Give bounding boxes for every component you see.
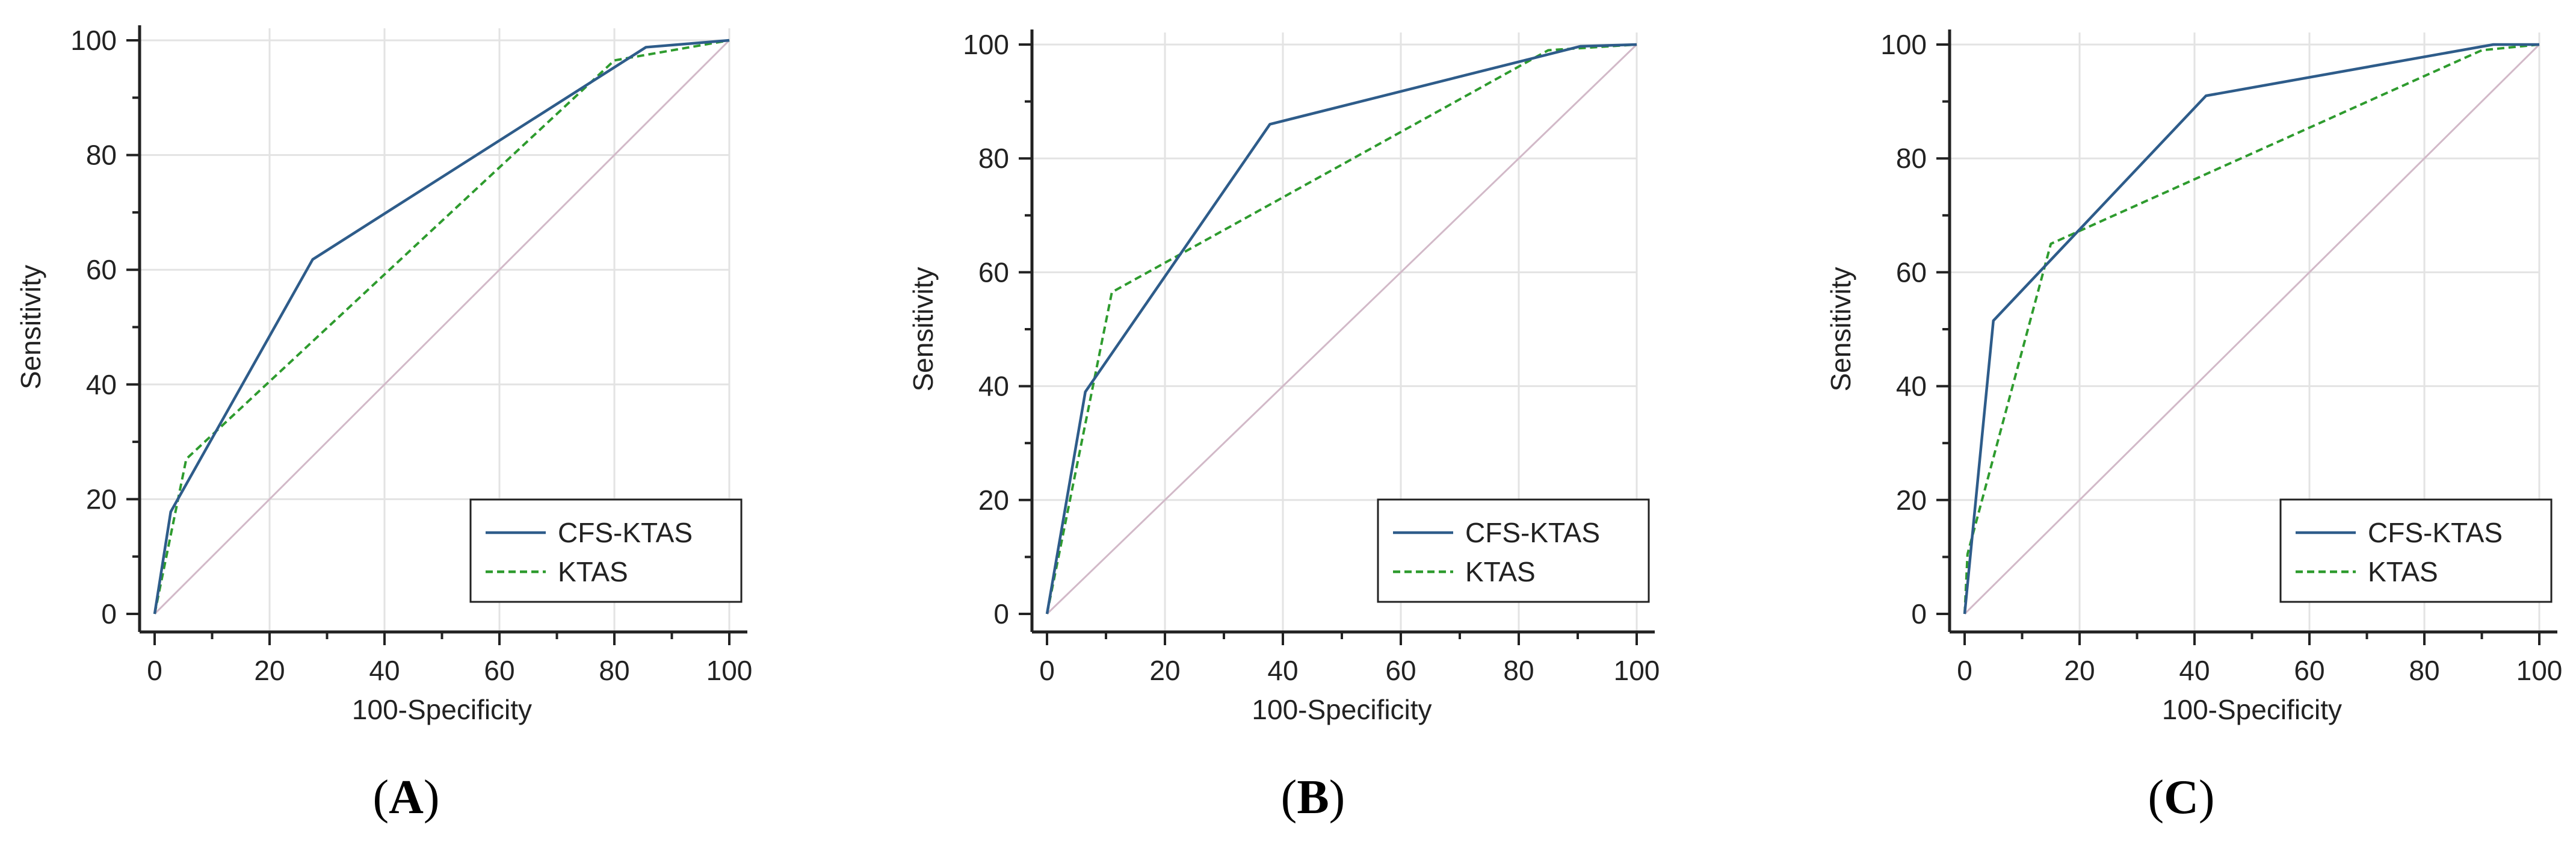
x-tick-label: 0 <box>147 655 162 686</box>
y-tick-label: 20 <box>978 484 1009 516</box>
series-line-cfs-ktas <box>1045 43 1637 614</box>
x-tick-label: 80 <box>1503 655 1534 686</box>
x-tick-label: 100 <box>2516 655 2563 686</box>
x-tick-label: 20 <box>254 655 285 686</box>
reference-diagonal <box>1963 43 2540 615</box>
x-tick-label: 60 <box>1385 655 1416 686</box>
legend-label: CFS-KTAS <box>1465 517 1600 548</box>
y-tick-label: 60 <box>86 254 117 285</box>
legend-label: CFS-KTAS <box>2368 517 2503 548</box>
x-tick-label: 20 <box>2064 655 2095 686</box>
y-tick-label: 0 <box>993 598 1009 630</box>
reference-diagonal <box>1046 43 1638 615</box>
x-axis-title: 100-Specificity <box>2162 694 2342 725</box>
x-tick-label: 20 <box>1149 655 1180 686</box>
y-tick-label: 100 <box>1880 29 1927 60</box>
y-tick-label: 60 <box>978 256 1009 288</box>
y-tick-label: 0 <box>1911 598 1927 630</box>
y-tick-label: 40 <box>1896 371 1927 402</box>
y-tick-label: 20 <box>1896 484 1927 516</box>
y-tick-label: 100 <box>963 29 1009 60</box>
series-line-cfs-ktas <box>1963 43 2539 614</box>
legend-box <box>1377 498 1650 603</box>
series-line-ktas <box>1046 43 1637 614</box>
series-line-ktas <box>153 39 730 614</box>
panel-label-c: (C) <box>2148 771 2215 824</box>
legend-label: KTAS <box>558 556 628 587</box>
x-axis-title: 100-Specificity <box>1252 694 1432 725</box>
legend-label: CFS-KTAS <box>558 517 693 548</box>
x-tick-label: 80 <box>599 655 629 686</box>
x-tick-label: 100 <box>1614 655 1660 686</box>
legend-box <box>2279 498 2553 603</box>
y-tick-label: 80 <box>1896 143 1927 174</box>
x-tick-label: 40 <box>2179 655 2210 686</box>
legend-label: KTAS <box>1465 556 1536 587</box>
y-tick-label: 100 <box>70 25 117 56</box>
roc-chart-b: 0 20 40 60 80 100 0 20 40 60 80 100 100-Specificity S… <box>907 29 1660 725</box>
x-axis-title: 100-Specificity <box>352 694 532 725</box>
x-tick-label: 40 <box>1267 655 1298 686</box>
x-tick-label: 60 <box>484 655 514 686</box>
y-axis-title: Sensitivity <box>15 265 46 389</box>
roc-chart-c: 0 20 40 60 80 100 0 20 40 60 80 100 100-Specificity S… <box>1825 29 2562 725</box>
series-line-cfs-ktas <box>153 39 730 614</box>
y-tick-label: 80 <box>86 140 117 171</box>
x-tick-label: 100 <box>706 655 753 686</box>
x-tick-label: 0 <box>1039 655 1055 686</box>
panel-label-a: (A) <box>372 771 440 824</box>
y-tick-label: 60 <box>1896 256 1927 288</box>
legend-box <box>469 498 743 603</box>
panel-label-b: (B) <box>1280 771 1345 824</box>
y-tick-label: 40 <box>978 371 1009 402</box>
x-tick-label: 40 <box>369 655 400 686</box>
series-line-ktas <box>1963 43 2540 614</box>
x-tick-label: 80 <box>2409 655 2439 686</box>
y-axis-title: Sensitivity <box>1825 267 1856 391</box>
x-tick-label: 0 <box>1957 655 1972 686</box>
x-tick-label: 60 <box>2294 655 2324 686</box>
y-tick-label: 0 <box>101 598 117 630</box>
reference-diagonal <box>153 39 730 615</box>
y-tick-label: 20 <box>86 483 117 515</box>
y-axis-title: Sensitivity <box>907 267 939 391</box>
y-tick-label: 40 <box>86 369 117 400</box>
legend-label: KTAS <box>2368 556 2438 587</box>
y-tick-label: 80 <box>978 143 1009 174</box>
roc-chart-a: 0 20 40 60 80 100 0 20 40 60 80 100 100-Specificity S… <box>15 25 752 725</box>
